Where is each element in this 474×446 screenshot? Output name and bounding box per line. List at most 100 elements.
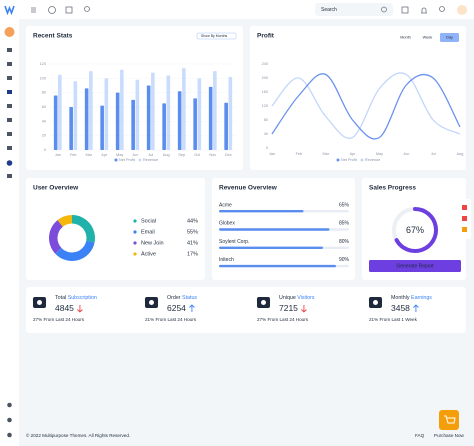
- footer-link[interactable]: Purchase Now: [434, 433, 465, 438]
- nav-icon[interactable]: [7, 76, 12, 80]
- bar: [135, 79, 140, 150]
- copyright: © 2022 Multipurpose Themes. All Rights R…: [26, 432, 130, 438]
- bell-icon[interactable]: [421, 7, 427, 14]
- settings-icon[interactable]: [439, 6, 445, 12]
- logo[interactable]: [4, 5, 15, 16]
- bar: [53, 95, 58, 150]
- y-tick-label: 200: [262, 76, 268, 80]
- legend-label: Net Profit: [119, 158, 136, 162]
- cart-icon: [444, 415, 456, 424]
- menu-icon[interactable]: [31, 7, 36, 13]
- period-button[interactable]: [418, 33, 437, 42]
- stat-title-highlight: Subscription: [68, 295, 97, 301]
- bar: [115, 92, 120, 150]
- mail-nav[interactable]: [7, 417, 12, 423]
- x-tick-label: Jan: [55, 153, 61, 157]
- card-title: Recent Stats: [33, 33, 73, 40]
- y-tick-label: 60: [42, 105, 46, 109]
- sidebar-icons: [6, 48, 13, 438]
- stat-note: 21% From Last 24 Hours: [145, 317, 197, 322]
- generate-report-button[interactable]: [369, 260, 461, 272]
- legend-label: Net Profit: [341, 158, 358, 162]
- tab-icon[interactable]: [462, 216, 467, 221]
- bar: [162, 103, 166, 150]
- bar: [208, 86, 213, 150]
- grid-icon[interactable]: [65, 6, 73, 14]
- cart-button[interactable]: [439, 410, 459, 430]
- stat-note: 21% From Last 1 Week: [369, 317, 418, 322]
- y-tick-label: 40: [42, 119, 46, 123]
- legend-swatch: [114, 158, 118, 162]
- button-label: Generate Report: [396, 264, 434, 270]
- filter-dropdown[interactable]: [196, 32, 237, 40]
- company-name: Acme: [219, 202, 232, 208]
- avatar[interactable]: [457, 5, 467, 15]
- percent-label: 80%: [339, 239, 350, 245]
- y-tick-label: 40: [264, 132, 268, 136]
- sidebar-avatar[interactable]: [4, 27, 15, 37]
- nav-icon[interactable]: [7, 146, 12, 150]
- bar: [177, 91, 182, 150]
- x-tick-label: Apr: [101, 153, 108, 157]
- search-box[interactable]: [315, 3, 393, 16]
- period-button[interactable]: [440, 33, 459, 42]
- nav-icon[interactable]: [7, 174, 12, 178]
- power-nav[interactable]: [7, 432, 12, 438]
- bar: [182, 68, 186, 150]
- card-title: Profit: [257, 33, 275, 40]
- legend-swatch: [360, 158, 364, 162]
- x-tick-label: Apr: [350, 152, 357, 156]
- value-label: 55%: [187, 229, 198, 235]
- nav-icon[interactable]: [7, 90, 12, 94]
- card-title: Revenue Overview: [219, 185, 278, 192]
- nav-icon[interactable]: [6, 160, 13, 166]
- x-tick-label: Feb: [296, 152, 303, 156]
- stat-value: 3458: [391, 303, 410, 313]
- nav-icon[interactable]: [7, 104, 12, 108]
- legend-swatch: [133, 241, 137, 245]
- nav-icon[interactable]: [7, 48, 12, 52]
- progress-bar: [219, 264, 336, 268]
- footer-link[interactable]: FAQ: [415, 433, 425, 438]
- bar: [89, 71, 93, 150]
- card-title: User Overview: [33, 185, 79, 192]
- stat-value: 4845: [55, 303, 74, 313]
- x-tick-label: Dec: [225, 153, 232, 157]
- stat-note: 27% From Last 24 Hours: [33, 317, 85, 322]
- search-icon[interactable]: [381, 6, 387, 13]
- x-tick-label: Jul: [148, 153, 153, 157]
- x-tick-label: Aug: [457, 152, 464, 156]
- nav-icon[interactable]: [7, 118, 12, 122]
- user-icon[interactable]: [84, 6, 90, 12]
- y-tick-label: 160: [262, 90, 268, 94]
- nav-icon[interactable]: [7, 132, 12, 136]
- stats-card: [26, 287, 466, 333]
- y-tick-label: 120: [40, 62, 46, 66]
- progress-bar: [219, 228, 330, 231]
- percent-label: 90%: [339, 257, 350, 263]
- gauge-arc: [394, 207, 438, 253]
- bar: [213, 71, 217, 150]
- header: [0, 0, 474, 19]
- card-title: Sales Progress: [369, 185, 416, 192]
- tab-icon[interactable]: [462, 205, 467, 210]
- sales-progress-card: [362, 178, 466, 280]
- period-button[interactable]: [396, 33, 415, 42]
- stat-icon-detail: [37, 300, 42, 305]
- x-tick-label: Sep: [178, 153, 185, 157]
- tab-icon[interactable]: [462, 227, 467, 232]
- value-label: 41%: [187, 240, 198, 246]
- sidebar: [0, 0, 19, 446]
- period-button-label: Month: [400, 36, 411, 40]
- trend-arrow: [189, 304, 195, 312]
- stat-title-highlight: Visitors: [297, 295, 315, 301]
- nav-icon[interactable]: [7, 62, 12, 66]
- y-tick-label: 240: [262, 62, 268, 66]
- settings-nav[interactable]: [7, 402, 12, 408]
- x-tick-label: Aug: [163, 153, 170, 157]
- recent-stats-card: [26, 26, 243, 170]
- fullscreen-icon[interactable]: [401, 6, 409, 14]
- stat-icon-detail: [149, 300, 154, 305]
- progress-bar: [219, 246, 323, 249]
- globe-icon[interactable]: [48, 6, 56, 14]
